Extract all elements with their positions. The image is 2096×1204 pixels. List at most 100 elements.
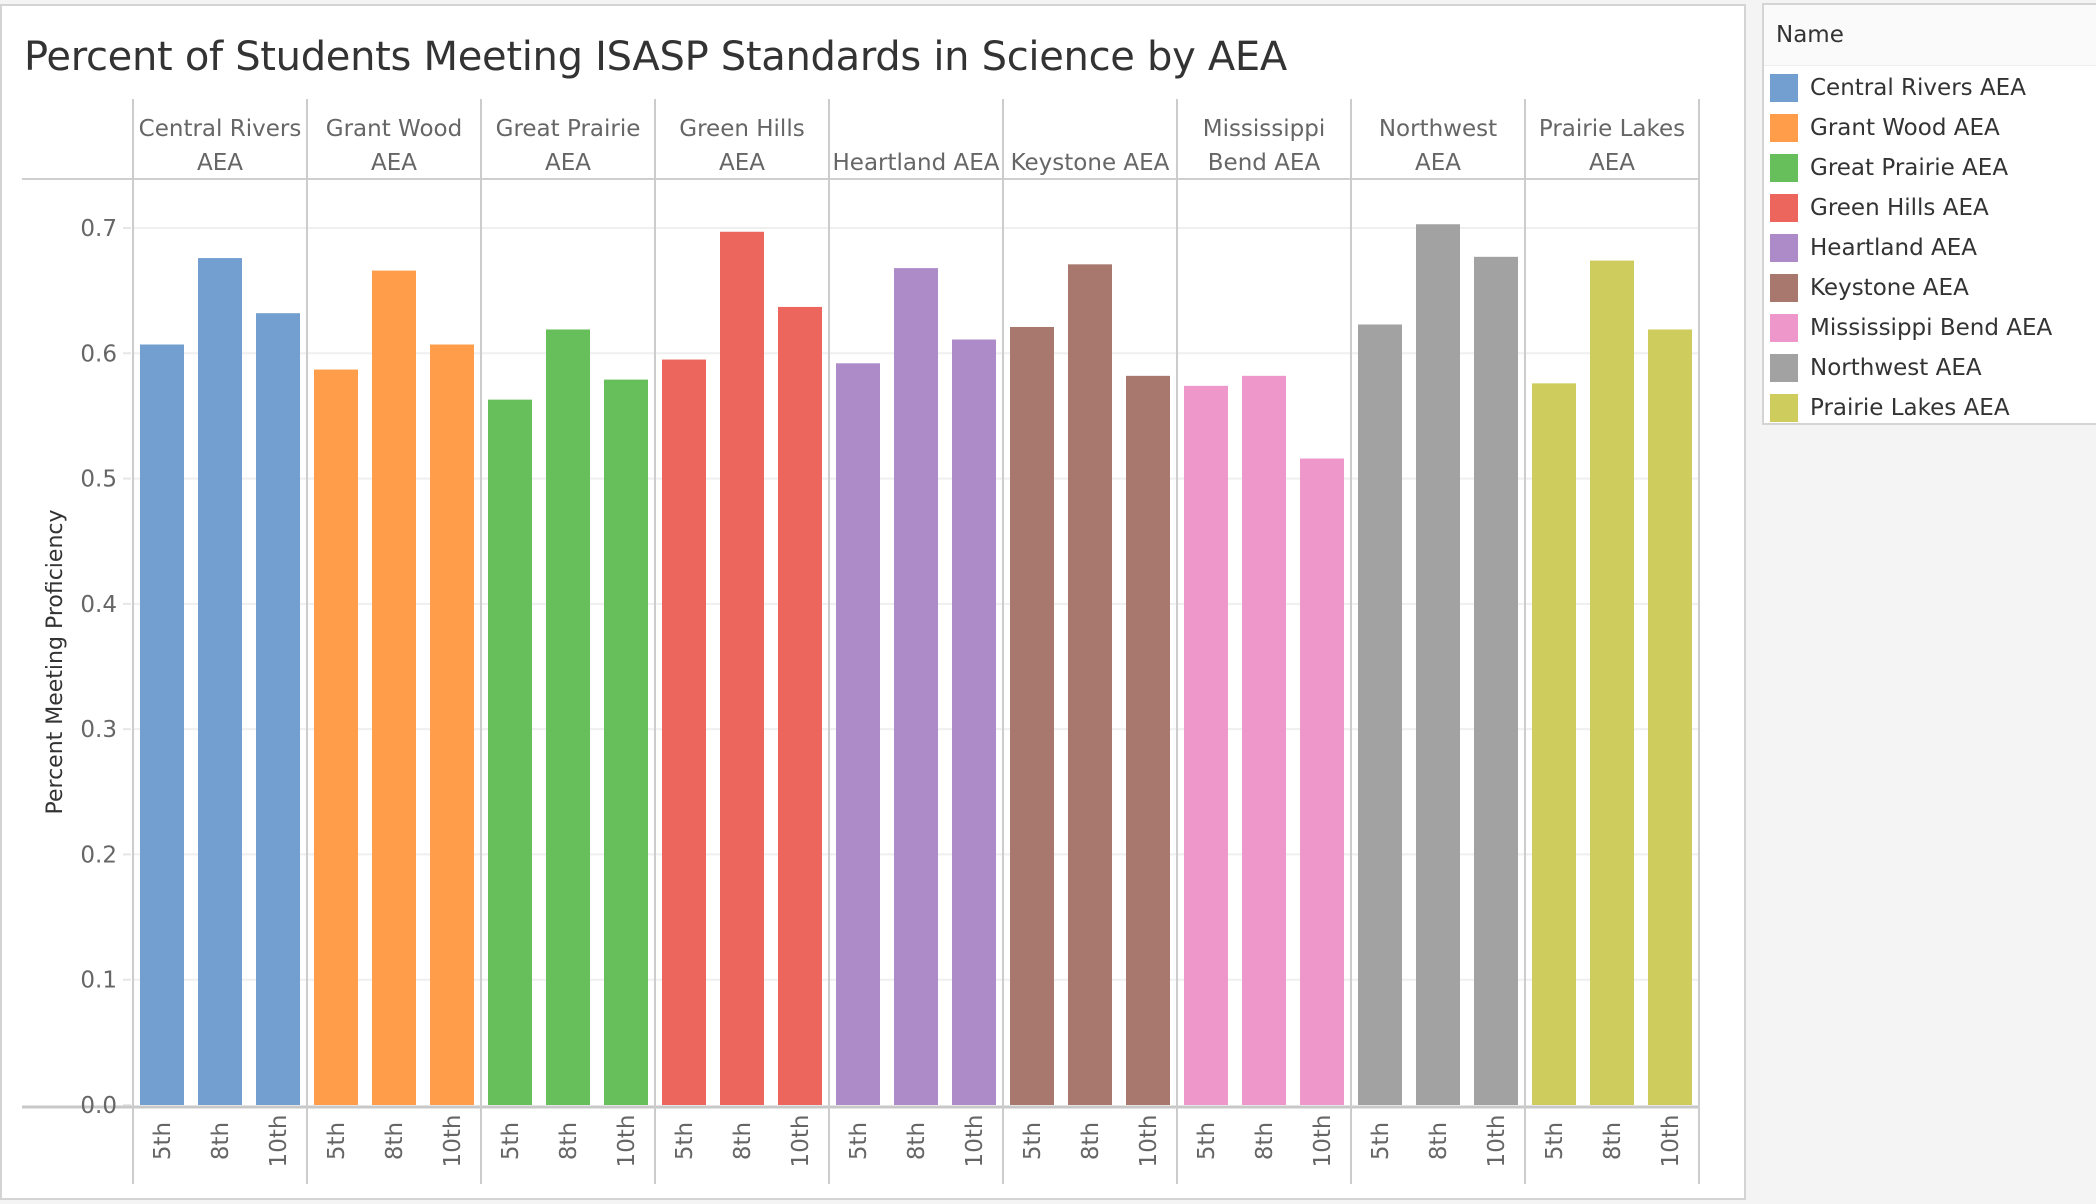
bar-mississippi-bend-aea-8th [1242, 375, 1286, 1105]
y-axis-title: Percent Meeting Proficiency [43, 509, 68, 814]
legend-label: Great Prairie AEA [1810, 155, 2009, 181]
bar-green-hills-aea-5th [662, 359, 706, 1105]
y-tick-label: 0.4 [80, 592, 117, 618]
legend-item[interactable]: Keystone AEA [1764, 268, 2096, 308]
legend: Name Central Rivers AEA Grant Wood AEA Gre… [1762, 3, 2096, 425]
bar-central-rivers-aea-8th [198, 258, 242, 1105]
bar-green-hills-aea-10th [778, 306, 822, 1105]
legend-swatch [1770, 154, 1798, 182]
y-tick-label: 0.0 [80, 1093, 117, 1119]
group-header-line1: Great Prairie [496, 116, 641, 142]
bar-mississippi-bend-aea-5th [1184, 385, 1228, 1105]
axes-layer [22, 99, 1700, 1184]
bar-northwest-aea-8th [1416, 224, 1460, 1105]
legend-item[interactable]: Northwest AEA [1764, 348, 2096, 388]
x-tick-label: 8th [556, 1122, 582, 1160]
y-tick-label: 0.2 [80, 842, 117, 868]
group-header-line2: AEA [1415, 150, 1461, 176]
legend-label: Northwest AEA [1810, 355, 1982, 381]
x-tick-label: 10th [614, 1115, 640, 1168]
group-header-line1: Prairie Lakes [1539, 116, 1685, 142]
bar-keystone-aea-5th [1010, 326, 1054, 1105]
x-tick-label: 10th [440, 1115, 466, 1168]
x-tick-label: 10th [1484, 1115, 1510, 1168]
x-tick-label: 10th [788, 1115, 814, 1168]
legend-item[interactable]: Grant Wood AEA [1764, 108, 2096, 148]
group-header-line2: Bend AEA [1208, 150, 1321, 176]
x-tick-label: 10th [1136, 1115, 1162, 1168]
bar-grant-wood-aea-5th [314, 369, 358, 1105]
chart-panel: Percent of Students Meeting ISASP Standa… [0, 4, 1746, 1200]
legend-swatch [1770, 314, 1798, 342]
legend-label: Heartland AEA [1810, 235, 1977, 261]
y-tick-label: 0.5 [80, 467, 117, 493]
legend-label: Grant Wood AEA [1810, 115, 2000, 141]
group-header-line2: AEA [719, 150, 765, 176]
legend-item[interactable]: Mississippi Bend AEA [1764, 308, 2096, 348]
y-tick-label: 0.6 [80, 341, 117, 367]
group-header-line2: Keystone AEA [1011, 150, 1170, 176]
x-tick-label: 10th [1658, 1115, 1684, 1168]
bar-northwest-aea-10th [1474, 256, 1518, 1105]
x-tick-label: 8th [730, 1122, 756, 1160]
bar-heartland-aea-8th [894, 268, 938, 1105]
legend-item[interactable]: Great Prairie AEA [1764, 148, 2096, 188]
bar-prairie-lakes-aea-8th [1590, 260, 1634, 1105]
group-header-line1: Green Hills [679, 116, 804, 142]
legend-item[interactable]: Heartland AEA [1764, 228, 2096, 268]
group-header-line2: AEA [371, 150, 417, 176]
bar-mississippi-bend-aea-10th [1300, 458, 1344, 1105]
bar-prairie-lakes-aea-10th [1648, 329, 1692, 1105]
x-tick-label: 5th [150, 1122, 176, 1160]
bar-keystone-aea-10th [1126, 375, 1170, 1105]
legend-swatch [1770, 234, 1798, 262]
bar-green-hills-aea-8th [720, 231, 764, 1106]
x-tick-label: 10th [1310, 1115, 1336, 1168]
x-tick-label: 5th [1542, 1122, 1568, 1160]
y-tick-label: 0.7 [80, 216, 117, 242]
legend-label: Prairie Lakes AEA [1810, 395, 2010, 421]
legend-items: Central Rivers AEA Grant Wood AEA Great Pr… [1764, 66, 2096, 428]
legend-item[interactable]: Central Rivers AEA [1764, 68, 2096, 108]
group-header-line2: AEA [197, 150, 243, 176]
legend-item[interactable]: Green Hills AEA [1764, 188, 2096, 228]
x-tick-label: 10th [962, 1115, 988, 1168]
x-tick-label: 8th [904, 1122, 930, 1160]
bar-grant-wood-aea-8th [372, 270, 416, 1105]
bar-keystone-aea-8th [1068, 264, 1112, 1105]
group-header-line1: Grant Wood [326, 116, 462, 142]
legend-swatch [1770, 354, 1798, 382]
legend-item[interactable]: Prairie Lakes AEA [1764, 388, 2096, 428]
legend-swatch [1770, 194, 1798, 222]
x-tick-label: 10th [266, 1115, 292, 1168]
bar-central-rivers-aea-5th [140, 344, 184, 1105]
legend-label: Mississippi Bend AEA [1810, 315, 2053, 341]
group-header-line2: AEA [545, 150, 591, 176]
labels-layer: 0.0 0.1 0.2 0.3 0.4 0.5 0.6 0.7 Percent Meeting … [43, 116, 1685, 1167]
legend-swatch [1770, 114, 1798, 142]
bar-heartland-aea-5th [836, 363, 880, 1105]
group-header-line1: Northwest [1379, 116, 1497, 142]
bar-great-prairie-aea-8th [546, 329, 590, 1105]
group-header-line2: AEA [1589, 150, 1635, 176]
x-tick-label: 5th [324, 1122, 350, 1160]
group-header-line1: Mississippi [1203, 116, 1326, 142]
x-tick-label: 8th [382, 1122, 408, 1160]
bar-great-prairie-aea-5th [488, 399, 532, 1105]
x-tick-label: 5th [1368, 1122, 1394, 1160]
x-tick-label: 5th [846, 1122, 872, 1160]
legend-swatch [1770, 274, 1798, 302]
bar-northwest-aea-5th [1358, 324, 1402, 1106]
bar-prairie-lakes-aea-5th [1532, 383, 1576, 1106]
bar-heartland-aea-10th [952, 339, 996, 1105]
x-tick-label: 5th [1194, 1122, 1220, 1160]
legend-swatch [1770, 394, 1798, 422]
y-tick-label: 0.3 [80, 717, 117, 743]
group-header-line1: Central Rivers [139, 116, 302, 142]
x-tick-label: 8th [1600, 1122, 1626, 1160]
legend-label: Central Rivers AEA [1810, 75, 2026, 101]
bar-grant-wood-aea-10th [430, 344, 474, 1105]
y-tick-label: 0.1 [80, 968, 117, 994]
x-tick-label: 8th [208, 1122, 234, 1160]
x-tick-label: 8th [1252, 1122, 1278, 1160]
